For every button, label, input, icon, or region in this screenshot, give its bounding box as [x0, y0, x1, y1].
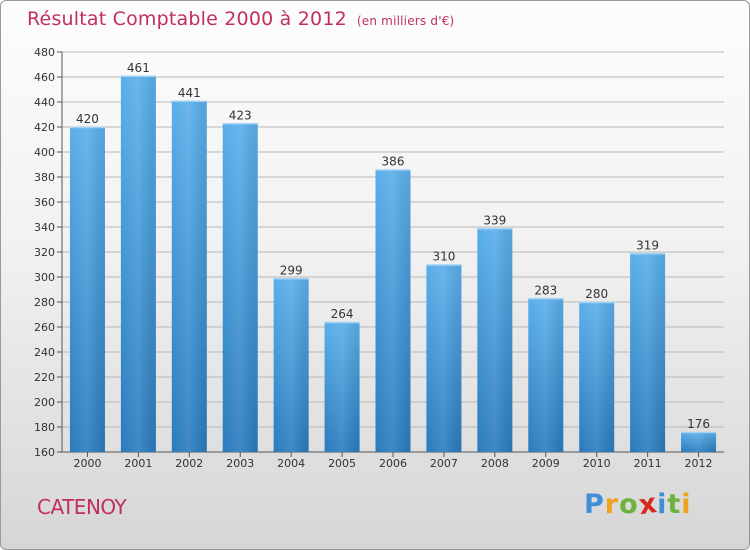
logo-letter: o: [619, 489, 639, 520]
y-tick-label: 220: [34, 371, 55, 384]
data-label: 283: [534, 283, 557, 297]
logo-letter: r: [604, 489, 620, 520]
x-tick-label: 2004: [277, 457, 305, 470]
x-tick-label: 2012: [685, 457, 713, 470]
x-tick-label: 2011: [634, 457, 662, 470]
data-label: 310: [432, 250, 455, 264]
y-tick-label: 260: [34, 321, 55, 334]
bar-shine: [273, 278, 309, 452]
y-tick-label: 360: [34, 196, 55, 209]
data-label: 176: [687, 417, 710, 431]
bar-shine: [528, 298, 564, 452]
y-tick-label: 240: [34, 346, 55, 359]
bar-shine: [630, 253, 666, 452]
data-label: 339: [483, 213, 506, 227]
x-tick-label: 2008: [481, 457, 509, 470]
chart-title: Résultat Comptable 2000 à 2012 (en millie…: [27, 8, 454, 30]
bar-shine: [171, 100, 207, 452]
title-text: Résultat Comptable 2000 à 2012: [27, 8, 347, 30]
bar-shine: [426, 264, 462, 452]
y-tick-label: 160: [34, 446, 55, 459]
bar-shine: [681, 432, 717, 452]
x-tick-label: 2006: [379, 457, 407, 470]
data-label: 423: [229, 108, 252, 122]
title-unit: (en milliers d'€): [356, 14, 455, 28]
bar-shine: [69, 127, 105, 452]
y-tick-label: 460: [34, 71, 55, 84]
data-label: 264: [331, 307, 354, 321]
logo-letter: i: [681, 489, 692, 520]
logo-letter: i: [657, 489, 668, 520]
x-tick-label: 2003: [226, 457, 254, 470]
y-tick-label: 420: [34, 121, 55, 134]
data-label: 280: [585, 287, 608, 301]
x-tick-label: 2001: [124, 457, 152, 470]
y-tick-label: 480: [34, 46, 55, 59]
proxiti-logo: Proxiti: [584, 487, 692, 522]
y-tick-label: 400: [34, 146, 55, 159]
y-tick-label: 200: [34, 396, 55, 409]
y-tick-label: 440: [34, 96, 55, 109]
data-label: 319: [636, 238, 659, 252]
logo-letter: t: [667, 489, 682, 520]
y-tick-label: 320: [34, 246, 55, 259]
bar-shine: [120, 75, 156, 452]
y-tick-label: 380: [34, 171, 55, 184]
x-tick-label: 2000: [73, 457, 101, 470]
y-tick-label: 280: [34, 296, 55, 309]
logo-letter: P: [584, 489, 605, 520]
data-label: 299: [280, 263, 303, 277]
city-name: CATENOY: [37, 495, 127, 519]
bar-shine: [375, 169, 411, 452]
y-tick-label: 340: [34, 221, 55, 234]
logo-letter: x: [636, 487, 660, 522]
bar-shine: [324, 322, 360, 452]
data-label: 420: [76, 112, 99, 126]
x-tick-label: 2010: [583, 457, 611, 470]
x-tick-label: 2002: [175, 457, 203, 470]
bar-shine: [477, 228, 513, 452]
data-label: 441: [178, 86, 201, 100]
bar-shine: [579, 302, 615, 452]
bar-shine: [222, 123, 258, 452]
y-tick-label: 180: [34, 421, 55, 434]
data-label: 461: [127, 61, 150, 75]
x-tick-label: 2009: [532, 457, 560, 470]
x-tick-label: 2005: [328, 457, 356, 470]
x-tick-label: 2007: [430, 457, 458, 470]
data-label: 386: [382, 155, 405, 169]
y-tick-label: 300: [34, 271, 55, 284]
